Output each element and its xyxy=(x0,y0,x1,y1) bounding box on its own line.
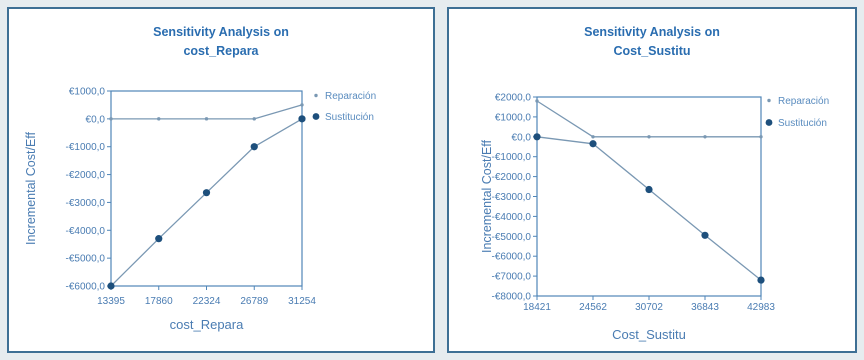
y-tick-label: -€3000,0 xyxy=(492,192,532,203)
data-point xyxy=(204,117,209,121)
y-axis-label: Incremental Cost/Eff xyxy=(480,139,494,253)
data-point xyxy=(591,135,595,139)
x-tick-label: 30702 xyxy=(635,302,663,313)
chart-title-line-2: cost_Repara xyxy=(183,44,259,58)
x-axis-label: Cost_Sustitu xyxy=(612,327,686,342)
chart-title: Sensitivity Analysis on Cost_Sustitu xyxy=(449,23,855,61)
y-tick-label: -€1000,0 xyxy=(492,152,532,163)
series-line-reparacion xyxy=(536,100,761,138)
data-point xyxy=(535,99,539,103)
y-tick-label: -€5000,0 xyxy=(492,232,532,243)
x-tick-label: 36843 xyxy=(691,302,719,313)
data-point xyxy=(109,117,113,121)
data-point xyxy=(300,103,304,107)
y-tick-label: €2000,0 xyxy=(495,93,532,104)
x-tick-label: 13395 xyxy=(97,296,125,307)
y-tick-label: -€2000,0 xyxy=(66,170,106,181)
chart-title-line-1: Sensitivity Analysis on xyxy=(153,25,289,39)
y-tick-label: €0,0 xyxy=(86,114,106,125)
x-tick-label: 17860 xyxy=(145,296,173,307)
series-line-sustitucion xyxy=(536,136,762,281)
y-tick-label: -€8000,0 xyxy=(492,292,532,303)
series-line-sustitucion xyxy=(110,118,303,287)
data-point xyxy=(589,140,597,148)
chart-title-line-2: Cost_Sustitu xyxy=(613,44,691,58)
legend-label: Sustitución xyxy=(325,112,374,123)
data-point xyxy=(645,185,653,194)
y-tick-label: -€2000,0 xyxy=(492,172,532,183)
x-tick-label: 24562 xyxy=(579,302,607,313)
x-tick-label: 42983 xyxy=(747,302,775,313)
series-line-reparacion xyxy=(111,104,303,120)
x-axis-label: cost_Repara xyxy=(170,317,244,332)
legend-label: Sustitución xyxy=(778,118,827,129)
data-point xyxy=(252,117,256,121)
data-point xyxy=(250,143,258,151)
chart-panel-right: Sensitivity Analysis on Cost_Sustitu €20… xyxy=(447,7,857,353)
y-tick-label: -€4000,0 xyxy=(66,226,106,237)
y-tick-label: €0,0 xyxy=(512,132,532,143)
x-tick-label: 26789 xyxy=(240,296,268,307)
legend-marker xyxy=(765,119,773,126)
y-tick-label: -€7000,0 xyxy=(492,272,532,283)
y-tick-label: -€6000,0 xyxy=(492,252,532,263)
chart-panel-left: Sensitivity Analysis on cost_Repara €100… xyxy=(7,7,435,353)
y-axis-label: Incremental Cost/Eff xyxy=(24,131,38,245)
legend-marker xyxy=(314,93,318,98)
data-point xyxy=(107,282,115,290)
data-point xyxy=(157,117,161,121)
data-point xyxy=(202,189,211,197)
y-tick-label: €1000,0 xyxy=(495,112,532,123)
data-point xyxy=(647,135,651,139)
y-tick-label: -€3000,0 xyxy=(66,198,106,209)
y-tick-label: -€1000,0 xyxy=(66,142,106,153)
data-point xyxy=(757,276,765,284)
legend-label: Reparación xyxy=(778,96,829,107)
legend-label: Reparación xyxy=(325,91,376,102)
y-tick-label: €1000,0 xyxy=(69,87,106,98)
chart-title: Sensitivity Analysis on cost_Repara xyxy=(9,23,433,61)
y-tick-label: -€4000,0 xyxy=(492,212,532,223)
y-tick-label: -€6000,0 xyxy=(66,282,106,293)
plot-frame xyxy=(536,96,762,297)
data-point xyxy=(533,133,541,141)
legend-marker xyxy=(312,113,320,120)
chart-title-line-1: Sensitivity Analysis on xyxy=(584,25,720,39)
data-point xyxy=(155,235,163,243)
data-point xyxy=(759,135,763,139)
x-tick-label: 18421 xyxy=(523,302,551,313)
y-tick-label: -€5000,0 xyxy=(66,254,106,265)
chart-plot-right: €2000,0 €1000,0 €0,0 -€1000,0 -€2000,0 -€3000… xyxy=(480,93,829,343)
data-point xyxy=(298,115,306,123)
data-point xyxy=(701,231,709,239)
data-point xyxy=(703,135,707,139)
legend-marker xyxy=(767,98,771,103)
x-tick-label: 22324 xyxy=(193,296,221,307)
chart-plot-left: €1000,0 €0,0 -€1000,0 -€2000,0 -€3000,0 -€400… xyxy=(24,87,376,333)
x-tick-label: 31254 xyxy=(288,296,316,307)
